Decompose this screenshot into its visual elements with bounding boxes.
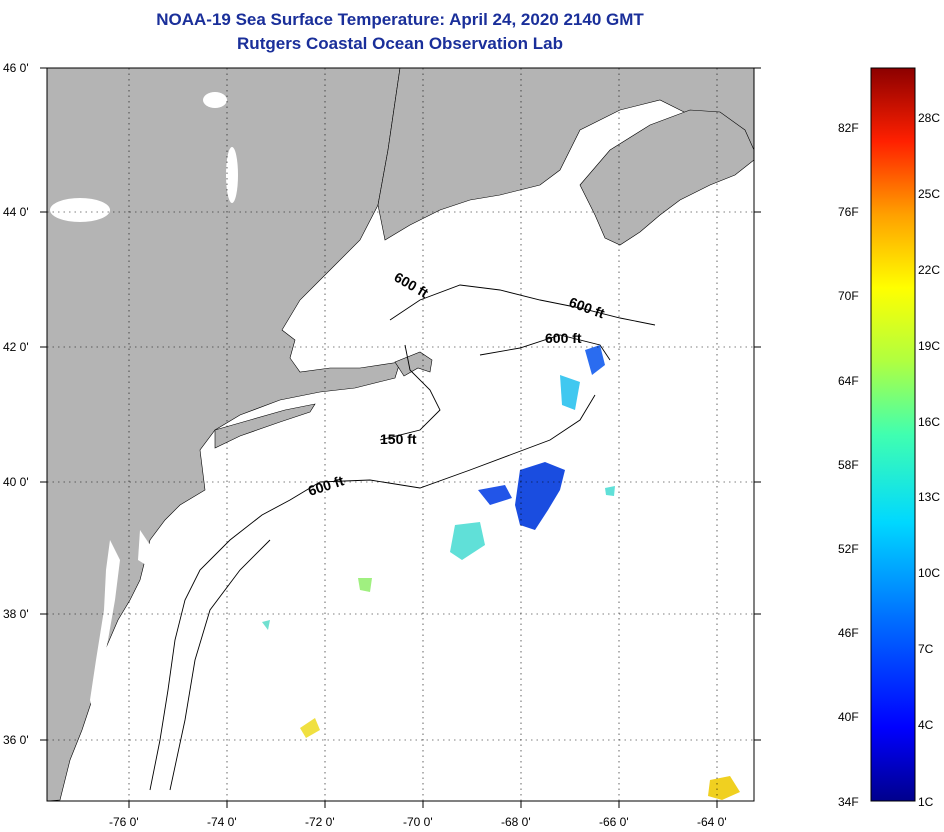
colorbar-f-70: 70F — [838, 289, 859, 303]
colorbar-c-19: 19C — [918, 339, 940, 353]
lon-label-76: -76 0' — [109, 815, 139, 829]
lon-label-68: -68 0' — [501, 815, 531, 829]
colorbar-f-76: 76F — [838, 205, 859, 219]
colorbar-c-16: 16C — [918, 415, 940, 429]
colorbar-f-34: 34F — [838, 795, 859, 809]
land-layer — [47, 68, 754, 801]
sst-patches — [262, 345, 740, 800]
colorbar-f-40: 40F — [838, 710, 859, 724]
lon-label-72: -72 0' — [305, 815, 335, 829]
map-title: NOAA-19 Sea Surface Temperature: April 2… — [156, 10, 644, 29]
colorbar-c-4: 4C — [918, 718, 934, 732]
colorbar-f-52: 52F — [838, 542, 859, 556]
map-subtitle: Rutgers Coastal Ocean Observation Lab — [237, 34, 563, 53]
contour-lines — [149, 284, 656, 791]
colorbar-f-58: 58F — [838, 458, 859, 472]
contour-label-600ft-c: 600 ft — [545, 330, 582, 346]
colorbar-c-7: 7C — [918, 642, 934, 656]
axis-ticks — [40, 67, 761, 808]
colorbar-c-25: 25C — [918, 187, 940, 201]
colorbar-c-22: 22C — [918, 263, 940, 277]
lon-label-74: -74 0' — [207, 815, 237, 829]
lat-label-36: 36 0' — [3, 733, 29, 747]
colorbar-f-64: 64F — [838, 374, 859, 388]
colorbar-f-46: 46F — [838, 626, 859, 640]
colorbar-f-82: 82F — [838, 121, 859, 135]
colorbar-c-28: 28C — [918, 111, 940, 125]
colorbar-c-1: 1C — [918, 795, 934, 809]
lat-label-42: 42 0' — [3, 340, 29, 354]
lon-label-64: -64 0' — [697, 815, 727, 829]
land-nova-scotia — [579, 109, 754, 246]
lon-label-70: -70 0' — [403, 815, 433, 829]
lat-label-40: 40 0' — [3, 475, 29, 489]
lon-label-66: -66 0' — [599, 815, 629, 829]
map-frame — [46, 67, 755, 802]
land-cape-cod — [394, 351, 433, 377]
temperature-colorbar — [870, 67, 916, 802]
land-long-island — [214, 403, 316, 449]
lat-label-44: 44 0' — [3, 205, 29, 219]
lat-label-38: 38 0' — [3, 607, 29, 621]
graticule — [47, 68, 754, 801]
lat-label-46: 46 0' — [3, 61, 29, 75]
colorbar-c-10: 10C — [918, 566, 940, 580]
contour-label-150ft: 150 ft — [380, 431, 417, 447]
colorbar-c-13: 13C — [918, 490, 940, 504]
